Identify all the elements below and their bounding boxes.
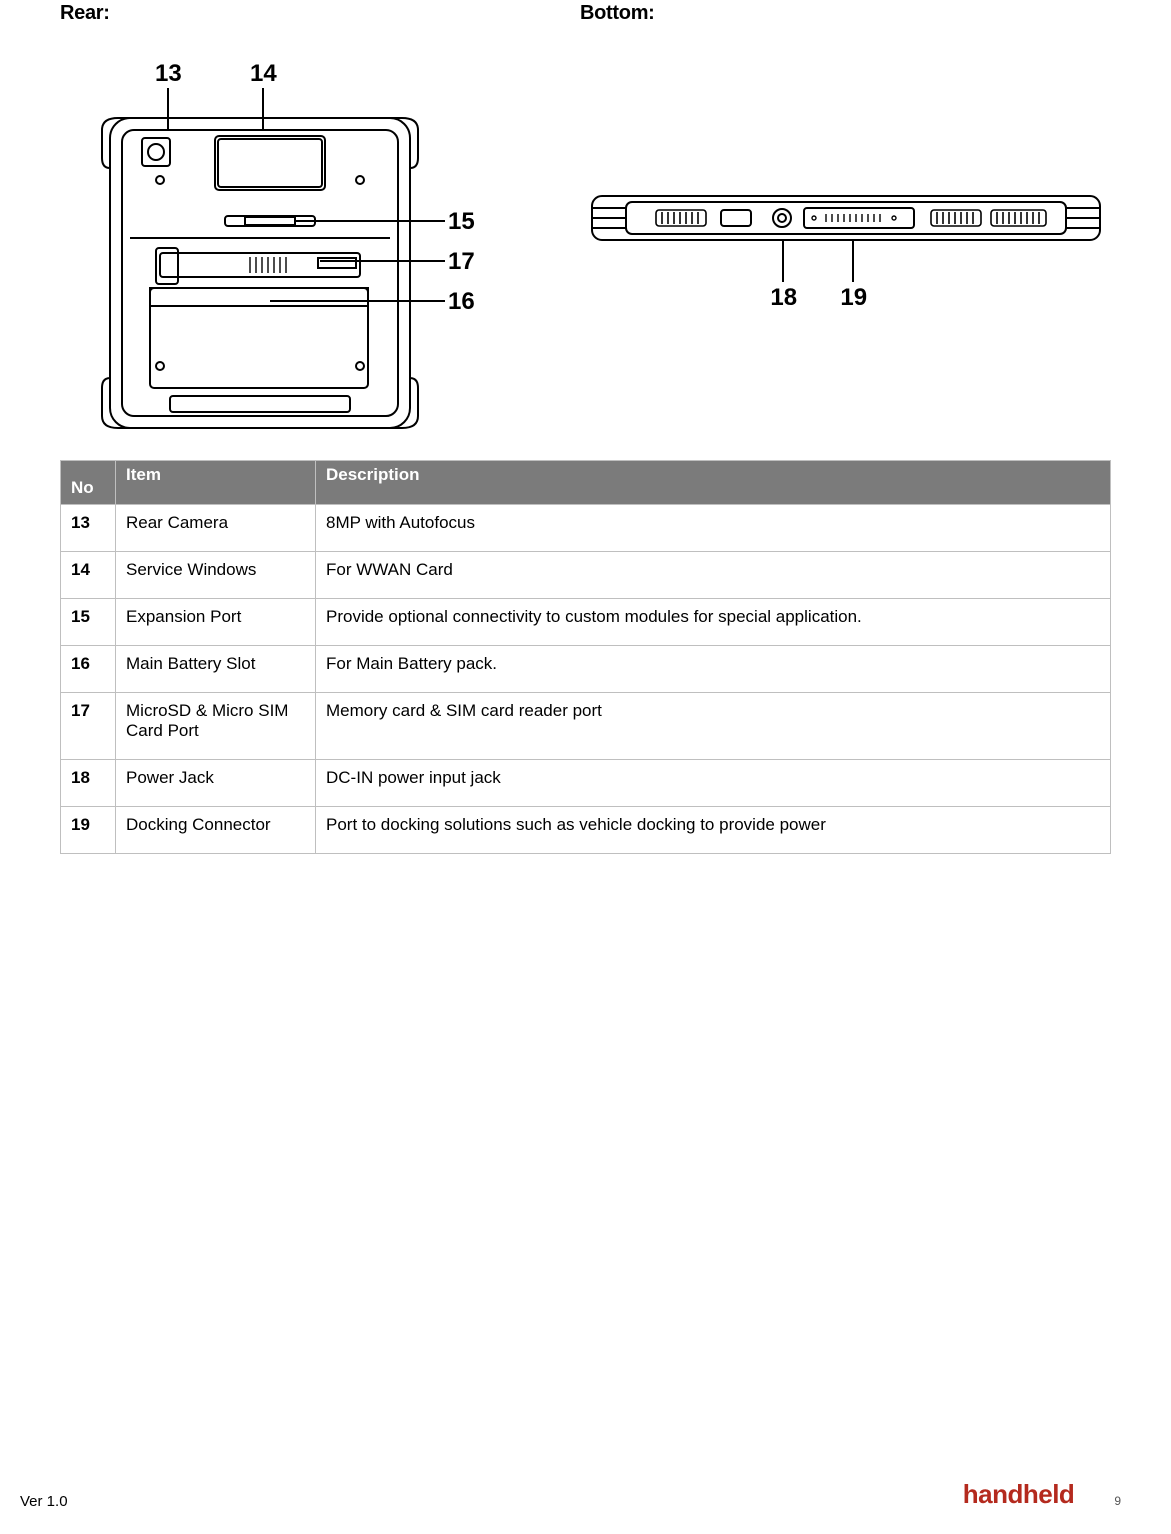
rear-diagram: 13 14 15 17 16 bbox=[60, 60, 526, 460]
cell-no: 14 bbox=[61, 552, 116, 599]
callout-16: 16 bbox=[448, 288, 475, 316]
rear-device-illustration bbox=[100, 108, 440, 448]
col-description: Description bbox=[316, 461, 1111, 505]
cell-no: 18 bbox=[61, 760, 116, 807]
table-row: 14Service WindowsFor WWAN Card bbox=[61, 552, 1111, 599]
cell-description: 8MP with Autofocus bbox=[316, 505, 1111, 552]
cell-item: Main Battery Slot bbox=[116, 646, 316, 693]
page-number: 9 bbox=[1114, 1494, 1121, 1508]
cell-item: Power Jack bbox=[116, 760, 316, 807]
cell-description: Memory card & SIM card reader port bbox=[316, 693, 1111, 760]
page-footer: Ver 1.0 handheld 9 bbox=[0, 1479, 1171, 1510]
cell-no: 13 bbox=[61, 505, 116, 552]
table-row: 16Main Battery SlotFor Main Battery pack… bbox=[61, 646, 1111, 693]
bottom-device-illustration bbox=[586, 190, 1106, 260]
cell-description: For Main Battery pack. bbox=[316, 646, 1111, 693]
callout-line bbox=[782, 240, 784, 282]
cell-no: 19 bbox=[61, 807, 116, 854]
cell-item: MicroSD & Micro SIM Card Port bbox=[116, 693, 316, 760]
spec-table: No Item Description 13Rear Camera8MP wit… bbox=[60, 460, 1111, 854]
callout-15: 15 bbox=[448, 208, 475, 236]
col-item: Item bbox=[116, 461, 316, 505]
cell-no: 16 bbox=[61, 646, 116, 693]
table-header-row: No Item Description bbox=[61, 461, 1111, 505]
cell-no: 15 bbox=[61, 599, 116, 646]
cell-item: Expansion Port bbox=[116, 599, 316, 646]
brand-logo: handheld bbox=[963, 1479, 1075, 1510]
callout-19: 19 bbox=[840, 284, 867, 312]
bottom-heading: Bottom: bbox=[580, 2, 655, 25]
bottom-diagram: 18 19 bbox=[586, 190, 1111, 390]
table-row: 18Power JackDC-IN power input jack bbox=[61, 760, 1111, 807]
section-headings: Rear: Bottom: bbox=[60, 0, 1111, 25]
cell-description: DC-IN power input jack bbox=[316, 760, 1111, 807]
table-row: 19Docking ConnectorPort to docking solut… bbox=[61, 807, 1111, 854]
cell-description: Provide optional connectivity to custom … bbox=[316, 599, 1111, 646]
callout-line bbox=[852, 240, 854, 282]
cell-item: Rear Camera bbox=[116, 505, 316, 552]
table-row: 15Expansion PortProvide optional connect… bbox=[61, 599, 1111, 646]
col-no: No bbox=[61, 461, 116, 505]
cell-description: For WWAN Card bbox=[316, 552, 1111, 599]
callout-17: 17 bbox=[448, 248, 475, 276]
cell-description: Port to docking solutions such as vehicl… bbox=[316, 807, 1111, 854]
diagram-row: 13 14 15 17 16 bbox=[60, 60, 1111, 460]
rear-heading: Rear: bbox=[60, 2, 580, 25]
version-text: Ver 1.0 bbox=[20, 1493, 68, 1510]
callout-13: 13 bbox=[155, 60, 182, 88]
callout-14: 14 bbox=[250, 60, 277, 88]
table-row: 17MicroSD & Micro SIM Card PortMemory ca… bbox=[61, 693, 1111, 760]
callout-18: 18 bbox=[770, 284, 797, 312]
table-row: 13Rear Camera8MP with Autofocus bbox=[61, 505, 1111, 552]
cell-item: Service Windows bbox=[116, 552, 316, 599]
cell-no: 17 bbox=[61, 693, 116, 760]
cell-item: Docking Connector bbox=[116, 807, 316, 854]
